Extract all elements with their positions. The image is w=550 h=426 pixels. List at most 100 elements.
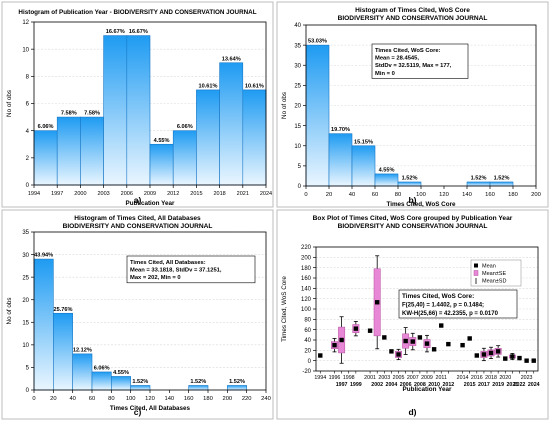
x-tick-label: 20 xyxy=(326,192,332,198)
x-tick-label: 2020 xyxy=(499,375,511,381)
chart-panel-d: Box Plot of Times Cited, WoS Core groupe… xyxy=(276,209,549,420)
x-tick-label: 2016 xyxy=(471,375,483,381)
y-tick-label: 6 xyxy=(26,102,30,108)
stats-line: Mean = 33.1818, StdDv = 37.1251, xyxy=(130,268,222,274)
y-tick-label: 160 xyxy=(301,276,312,282)
y-tick-label: 25 xyxy=(294,84,301,90)
y-tick-label: 35 xyxy=(22,230,29,236)
y-tick-label: 20 xyxy=(22,298,29,304)
bar-percent-label: 10.61% xyxy=(199,83,218,89)
mean-marker xyxy=(403,338,408,344)
histogram-bar xyxy=(219,62,244,186)
y-tick-label: 30 xyxy=(22,253,29,259)
plot-frame xyxy=(305,24,537,187)
plot-frame xyxy=(33,21,267,186)
chart-panel-b: Histogram of Times Cited, WoS CoreBIODIV… xyxy=(276,1,549,208)
chart-panel-a: Histogram of Publication Year - BIODIVER… xyxy=(1,1,274,208)
histogram-bar xyxy=(149,143,174,186)
x-tick-label: 1994 xyxy=(28,191,40,197)
x-tick-label: 2018 xyxy=(485,375,497,381)
mean-marker xyxy=(503,356,508,361)
mean-marker xyxy=(517,355,522,361)
legend-box xyxy=(470,259,522,287)
mean-marker xyxy=(446,341,451,347)
bar-percent-label: 4.55% xyxy=(154,138,170,144)
x-tick-label: 200 xyxy=(531,192,541,198)
histogram-bar xyxy=(328,133,353,187)
histogram-bar xyxy=(33,258,54,391)
x-tick-label: 40 xyxy=(69,396,75,402)
stats-line: F(25,40) = 1.4402, p = 0.1484; xyxy=(402,303,484,309)
histogram-bar xyxy=(53,312,73,391)
panel-label: b) xyxy=(408,195,416,205)
y-axis-label: Times Cited, WoS Core xyxy=(281,276,288,342)
y-tick-label: -20 xyxy=(302,369,311,375)
histogram-bar xyxy=(188,385,209,391)
bar-percent-label: 13.64% xyxy=(222,56,241,62)
plot-frame xyxy=(315,246,539,372)
x-tick-label: 2022 xyxy=(514,382,526,388)
bar-percent-label: 16.67% xyxy=(106,29,125,35)
x-tick-label: 180 xyxy=(203,396,213,402)
y-tick-label: 40 xyxy=(294,23,301,29)
bar-percent-label: 1.52% xyxy=(402,175,418,181)
mean-marker xyxy=(417,335,423,340)
legend-mean-swatch xyxy=(474,263,478,268)
histogram-bar xyxy=(397,181,422,187)
histogram-bar xyxy=(489,181,514,187)
y-tick-label: 30 xyxy=(294,63,301,69)
y-tick-label: 0 xyxy=(26,388,30,394)
mean-marker xyxy=(332,342,337,348)
bar-percent-label: 1.52% xyxy=(132,379,148,385)
y-tick-label: 15 xyxy=(294,124,301,130)
y-tick-label: 20 xyxy=(304,349,311,355)
x-tick-label: 2005 xyxy=(393,375,405,381)
x-tick-label: 2012 xyxy=(167,191,179,197)
x-tick-label: 20 xyxy=(50,396,56,402)
y-tick-label: 2 xyxy=(26,156,30,162)
x-tick-label: 1998 xyxy=(343,375,355,381)
x-tick-label: 1997 xyxy=(336,382,348,388)
chart-subtitle: BIODIVERSITY AND CONSERVATION JOURNAL xyxy=(338,15,488,22)
chart-subtitle: BIODIVERSITY AND CONSERVATION JOURNAL xyxy=(63,223,213,230)
bar-percent-label: 6.06% xyxy=(94,365,110,371)
histogram-bar xyxy=(242,89,267,186)
x-tick-label: 2012 xyxy=(442,382,454,388)
mean-marker xyxy=(382,335,387,340)
x-axis-label: Times Cited, WoS Core xyxy=(386,201,456,208)
bar-percent-label: 1.52% xyxy=(229,379,245,385)
x-tick-label: 1994 xyxy=(314,375,326,381)
x-axis-label: Publication Year xyxy=(126,200,175,207)
x-tick-label: 2021 xyxy=(237,191,249,197)
y-tick-label: 5 xyxy=(26,366,30,372)
x-tick-label: 60 xyxy=(89,396,95,402)
legend-label: Mean±SE xyxy=(482,271,506,277)
mean-marker xyxy=(424,341,430,346)
x-tick-label: 100 xyxy=(126,396,136,402)
mean-marker xyxy=(353,326,359,331)
x-tick-label: 120 xyxy=(439,192,449,198)
mean-marker xyxy=(488,350,494,356)
x-tick-label: 180 xyxy=(508,192,518,198)
bar-percent-label: 6.06% xyxy=(177,124,193,130)
x-tick-label: 220 xyxy=(242,396,252,402)
x-tick-label: 140 xyxy=(164,396,174,402)
x-tick-label: 2007 xyxy=(407,375,419,381)
x-tick-label: 2010 xyxy=(428,382,440,388)
x-tick-label: 2009 xyxy=(421,375,433,381)
x-tick-label: 2014 xyxy=(457,375,469,381)
stats-line: Times Cited, WoS Core: xyxy=(375,48,441,54)
bar-percent-label: 4.55% xyxy=(113,370,129,376)
histogram-bar xyxy=(126,35,151,186)
x-tick-label: 40 xyxy=(349,192,355,198)
y-tick-label: 120 xyxy=(301,297,312,303)
y-tick-label: 4 xyxy=(26,129,30,135)
x-tick-label: 1997 xyxy=(51,191,63,197)
histogram-bar xyxy=(80,116,104,186)
mean-marker xyxy=(524,358,529,363)
mean-marker xyxy=(431,347,437,352)
mean-marker xyxy=(481,352,487,357)
x-tick-label: 2003 xyxy=(97,191,109,197)
x-tick-label: 2015 xyxy=(464,382,476,388)
